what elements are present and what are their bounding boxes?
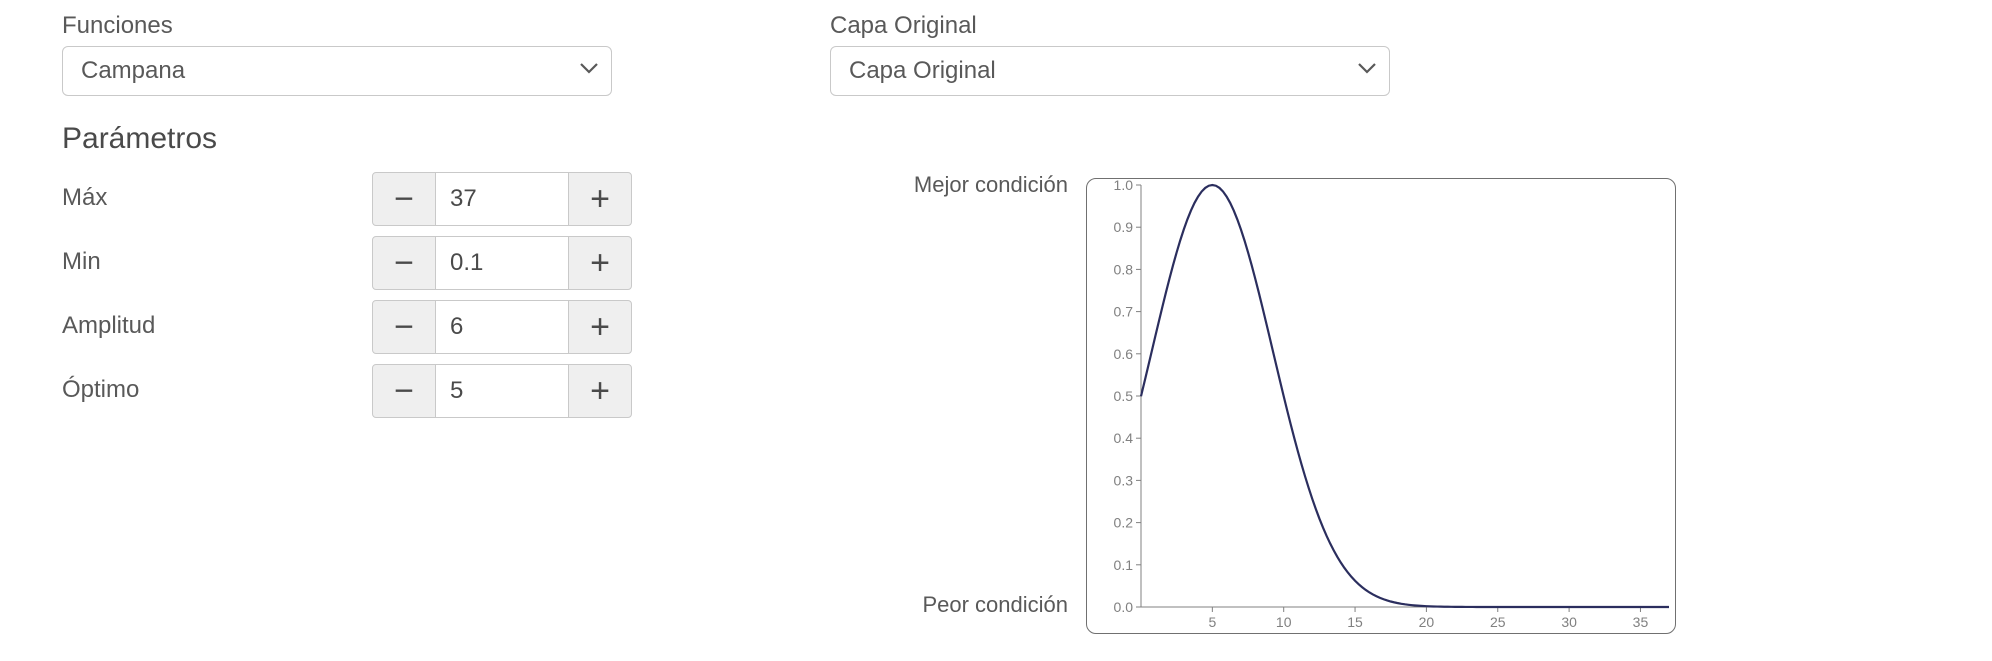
chart-box: 0.0 0.1 0.2 0.3 0.4 0.5 0.6 0.7 0.8 0.9 1.0 5 10 15 20… <box>1086 178 1676 634</box>
stepper-input[interactable] <box>436 172 568 226</box>
y-tick-label: 0.2 <box>1114 515 1134 531</box>
y-tick-label: 0.6 <box>1114 346 1134 362</box>
capa-select-value: Capa Original <box>830 46 1390 96</box>
stepper-plus-button[interactable]: + <box>568 236 632 290</box>
stepper-plus-button[interactable]: + <box>568 364 632 418</box>
x-tick-label: 30 <box>1561 614 1577 630</box>
x-tick-label: 20 <box>1419 614 1435 630</box>
capa-label: Capa Original <box>830 12 1690 40</box>
y-tick-label: 0.3 <box>1114 472 1134 488</box>
x-tick-label: 25 <box>1490 614 1506 630</box>
chart-line <box>1141 185 1669 607</box>
funciones-label: Funciones <box>62 12 722 40</box>
param-label: Min <box>62 230 372 294</box>
stepper-minus-button[interactable]: − <box>372 236 436 290</box>
stepper-plus-button[interactable]: + <box>568 300 632 354</box>
y-tick-label: 0.0 <box>1114 599 1134 615</box>
x-tick-label: 5 <box>1208 614 1216 630</box>
y-tick-label: 0.4 <box>1114 430 1134 446</box>
stepper-minus-button[interactable]: − <box>372 364 436 418</box>
param-label: Óptimo <box>62 358 372 422</box>
stepper-minus-button[interactable]: − <box>372 300 436 354</box>
param-grid: Máx−+Min−+Amplitud−+Óptimo−+ <box>62 166 722 422</box>
x-tick-label: 10 <box>1276 614 1292 630</box>
param-stepper: −+ <box>372 364 682 418</box>
stepper-input[interactable] <box>436 364 568 418</box>
x-tick-label: 35 <box>1633 614 1649 630</box>
y-tick-label: 0.7 <box>1114 304 1134 320</box>
param-stepper: −+ <box>372 236 682 290</box>
param-stepper: −+ <box>372 300 682 354</box>
y-tick-label: 0.1 <box>1114 557 1134 573</box>
chart-best-label: Mejor condición <box>824 172 1068 198</box>
funciones-select-value: Campana <box>62 46 612 96</box>
stepper-input[interactable] <box>436 300 568 354</box>
chart-svg: 0.0 0.1 0.2 0.3 0.4 0.5 0.6 0.7 0.8 0.9 1.0 5 10 15 20… <box>1087 179 1677 635</box>
capa-select[interactable]: Capa Original <box>830 46 1390 96</box>
y-tick-label: 0.8 <box>1114 261 1134 277</box>
y-tick-label: 0.9 <box>1114 219 1134 235</box>
y-tick-label: 0.5 <box>1114 388 1134 404</box>
x-tick-label: 15 <box>1347 614 1363 630</box>
funciones-select[interactable]: Campana <box>62 46 612 96</box>
param-stepper: −+ <box>372 172 682 226</box>
stepper-input[interactable] <box>436 236 568 290</box>
stepper-minus-button[interactable]: − <box>372 172 436 226</box>
stepper-plus-button[interactable]: + <box>568 172 632 226</box>
param-label: Máx <box>62 166 372 230</box>
y-tick-label: 1.0 <box>1114 179 1134 193</box>
parametros-title: Parámetros <box>62 122 722 156</box>
param-label: Amplitud <box>62 294 372 358</box>
chart-worst-label: Peor condición <box>824 592 1068 618</box>
